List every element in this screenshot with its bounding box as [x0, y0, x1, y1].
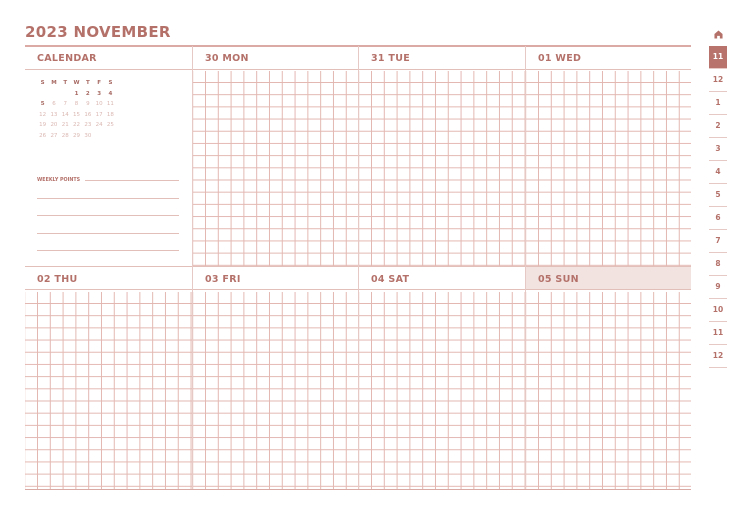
mini-day[interactable]: 12	[39, 111, 47, 118]
divider	[25, 489, 691, 490]
day-thu[interactable]: 02 THU	[25, 266, 192, 489]
month-tab[interactable]: 3	[709, 138, 727, 161]
weekly-points-line[interactable]	[37, 233, 179, 234]
mini-day[interactable]	[105, 131, 116, 142]
month-tab[interactable]: 8	[709, 253, 727, 276]
month-tab[interactable]: 12	[709, 69, 727, 92]
day-header: 30 MON	[193, 46, 358, 70]
weekday-label: T	[63, 80, 68, 86]
weekday-label: S	[108, 80, 113, 86]
mini-calendar: S M T W T F S 1 2 3 4 5 6 7 8 9 10 11 12 13 14 15 16 17 18 19 20 21…	[37, 78, 116, 141]
mini-day[interactable]	[48, 89, 59, 100]
day-header: 04 SAT	[359, 266, 525, 290]
mini-day[interactable]: 20	[50, 122, 58, 128]
weekly-points-label: WEEKLY POINTS	[37, 178, 81, 183]
day-grid[interactable]	[526, 292, 691, 489]
mini-day[interactable]	[60, 89, 71, 100]
mini-day[interactable]: 1	[74, 90, 79, 97]
month-sidebar: 11 12 1 2 3 4 5 6 7 8 9 10 11 12	[709, 23, 727, 368]
month-tab[interactable]: 11	[709, 322, 727, 345]
mini-day[interactable]: 30	[84, 132, 92, 139]
day-grid[interactable]	[359, 292, 525, 489]
month-tab[interactable]: 1	[709, 92, 727, 115]
mini-day[interactable]: 23	[84, 122, 92, 128]
day-grid[interactable]	[359, 71, 525, 266]
weekday-label: M	[51, 80, 57, 86]
weekly-points-line[interactable]	[37, 198, 179, 199]
month-tab[interactable]: 5	[709, 184, 727, 207]
mini-day[interactable]: 10	[95, 101, 103, 107]
day-grid[interactable]	[193, 292, 358, 489]
week-row: 26 27 28 29 30	[37, 131, 116, 142]
mini-day[interactable]: 7	[63, 101, 67, 107]
mini-day[interactable]: 16	[84, 111, 92, 118]
day-header: 03 FRI	[193, 266, 358, 290]
day-sat[interactable]: 04 SAT	[358, 266, 525, 489]
weekday-label: W	[73, 80, 80, 86]
mini-day[interactable]	[37, 89, 48, 100]
mini-day[interactable]: 24	[95, 122, 103, 128]
weekday-label: S	[40, 80, 45, 86]
weekly-points-line[interactable]	[85, 180, 179, 181]
weekday-label: F	[97, 80, 102, 86]
day-sun[interactable]: 05 SUN	[525, 266, 691, 489]
page-title: 2023 NOVEMBER	[25, 23, 171, 41]
mini-day[interactable]: 8	[74, 101, 79, 107]
day-grid[interactable]	[25, 292, 192, 489]
mini-day[interactable]: 6	[52, 101, 56, 107]
mini-day[interactable]: 15	[73, 111, 81, 118]
week-row: 12 13 14 15 16 17 18	[37, 110, 116, 121]
mini-day[interactable]: 25	[106, 122, 114, 128]
mini-day[interactable]: 18	[106, 111, 114, 118]
month-tab[interactable]: 12	[709, 345, 727, 368]
weekly-points-line[interactable]	[37, 250, 179, 251]
mini-day[interactable]: 27	[50, 132, 58, 139]
home-icon[interactable]	[709, 23, 727, 46]
calendar-header: CALENDAR	[25, 46, 192, 70]
month-tab[interactable]: 7	[709, 230, 727, 253]
mini-day[interactable]: 14	[61, 111, 69, 118]
day-wed[interactable]: 01 WED	[525, 46, 691, 266]
weekday-label: T	[85, 80, 90, 86]
mini-day[interactable]: 9	[86, 101, 90, 107]
day-grid[interactable]	[193, 71, 358, 266]
calendar-panel: CALENDAR S M T W T F S 1 2 3 4 5 6 7 8 9 10 11 12 13 14 15 16 1…	[25, 46, 192, 266]
day-mon[interactable]: 30 MON	[192, 46, 358, 266]
mini-day[interactable]: 5	[40, 101, 45, 107]
day-header: 05 SUN	[526, 266, 691, 290]
mini-day[interactable]: 21	[61, 122, 69, 128]
month-tab[interactable]: 2	[709, 115, 727, 138]
day-header: 01 WED	[526, 46, 691, 70]
month-tab[interactable]: 10	[709, 299, 727, 322]
mini-day[interactable]: 29	[73, 132, 81, 139]
mini-day[interactable]: 17	[95, 111, 103, 118]
month-tab[interactable]: 4	[709, 161, 727, 184]
mini-day[interactable]	[93, 131, 104, 142]
mini-day[interactable]: 4	[108, 90, 113, 97]
mini-day[interactable]: 19	[39, 122, 47, 128]
mini-day[interactable]: 13	[50, 111, 58, 118]
day-fri[interactable]: 03 FRI	[192, 266, 358, 489]
mini-day[interactable]: 22	[73, 122, 81, 128]
day-grid[interactable]	[526, 71, 691, 266]
day-header: 02 THU	[25, 266, 192, 290]
mini-day[interactable]: 3	[97, 90, 102, 97]
month-tab[interactable]: 6	[709, 207, 727, 230]
mini-day[interactable]: 26	[39, 132, 47, 139]
month-tab[interactable]: 11	[709, 46, 727, 69]
week-row: 19 20 21 22 23 24 25	[37, 120, 116, 131]
weekly-points-line[interactable]	[37, 215, 179, 216]
mini-day[interactable]: 2	[85, 90, 90, 97]
mini-day[interactable]: 11	[106, 101, 114, 107]
day-tue[interactable]: 31 TUE	[358, 46, 525, 266]
week-row: 5 6 7 8 9 10 11	[37, 99, 116, 110]
day-header: 31 TUE	[359, 46, 525, 70]
month-tab[interactable]: 9	[709, 276, 727, 299]
mini-day[interactable]: 28	[61, 132, 69, 139]
